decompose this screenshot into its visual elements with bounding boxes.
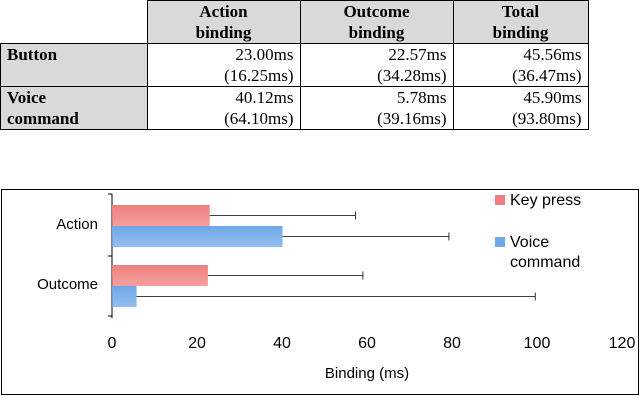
- cell-sd: (39.16ms): [377, 109, 447, 128]
- stats-table: Action binding Outcome binding Total bin…: [0, 0, 589, 130]
- x-tick-label: 60: [358, 335, 376, 352]
- x-axis-label: Binding (ms): [325, 365, 409, 382]
- bar-chart: Action Outcome 0 20 40 60 80 100 120 Binding (ms)…: [37, 192, 636, 382]
- column-header: Outcome binding: [299, 0, 454, 44]
- table-row: Button 23.00ms (16.25ms) 22.57ms (34.28m…: [0, 43, 589, 87]
- cell-sd: (36.47ms): [512, 66, 582, 85]
- x-tick-label: 80: [443, 335, 461, 352]
- cell-sd: (93.80ms): [512, 109, 582, 128]
- column-header-label: Total binding: [492, 2, 549, 42]
- category-label: Action: [56, 216, 98, 233]
- cell-sd: (16.25ms): [224, 66, 294, 85]
- table-header-row: Action binding Outcome binding Total bin…: [0, 0, 589, 44]
- table-cell: 22.57ms (34.28ms): [299, 43, 454, 87]
- column-header: Total binding: [452, 0, 589, 44]
- corner-cell: [0, 0, 148, 44]
- legend-label: command: [510, 254, 580, 271]
- x-tick-label: 100: [524, 335, 551, 352]
- cell-sd: (34.28ms): [377, 66, 447, 85]
- x-tick-label: 20: [188, 335, 206, 352]
- bar-action-voice-command: [112, 226, 283, 247]
- table-row: Voice command 40.12ms (64.10ms) 5.78ms (…: [0, 86, 589, 130]
- x-tick-label: 0: [108, 335, 117, 352]
- table-cell: 45.90ms (93.80ms): [452, 86, 589, 130]
- cell-mean: 40.12ms: [235, 88, 294, 107]
- legend-label: Key press: [510, 192, 581, 209]
- column-header-label: Outcome binding: [343, 2, 410, 42]
- bar-action-key-press: [112, 205, 210, 226]
- x-tick-label: 120: [609, 335, 636, 352]
- table-cell: 45.56ms (36.47ms): [452, 43, 589, 87]
- bar-outcome-voice-command: [112, 286, 137, 307]
- cell-mean: 23.00ms: [235, 45, 294, 64]
- table-cell: 5.78ms (39.16ms): [299, 86, 454, 130]
- row-label: Button: [0, 43, 148, 87]
- table-cell: 23.00ms (16.25ms): [146, 43, 301, 87]
- legend-label: Voice: [510, 234, 549, 251]
- legend-swatch: [495, 195, 505, 205]
- cell-sd: (64.10ms): [224, 109, 294, 128]
- chart-panel: Action Outcome 0 20 40 60 80 100 120 Binding (ms)…: [1, 189, 639, 395]
- cell-mean: 45.90ms: [523, 88, 582, 107]
- table-cell: 40.12ms (64.10ms): [146, 86, 301, 130]
- x-tick-label: 40: [273, 335, 291, 352]
- bar-outcome-key-press: [112, 265, 208, 286]
- row-label: Voice command: [0, 86, 148, 130]
- cell-mean: 5.78ms: [396, 88, 447, 107]
- row-label-text: Voice command: [7, 88, 79, 128]
- column-header-label: Action binding: [195, 2, 252, 42]
- legend-swatch: [495, 237, 505, 247]
- column-header: Action binding: [146, 0, 301, 44]
- cell-mean: 22.57ms: [388, 45, 447, 64]
- category-label: Outcome: [37, 276, 98, 293]
- cell-mean: 45.56ms: [523, 45, 582, 64]
